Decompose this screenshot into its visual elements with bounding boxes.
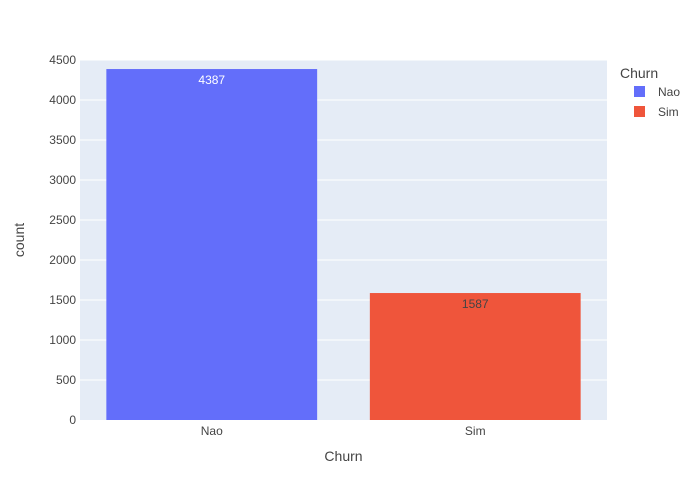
y-tick-label: 500	[56, 373, 76, 387]
y-tick-label: 3000	[49, 173, 76, 187]
data-label-sim: 1587	[462, 297, 489, 311]
y-tick-label: 3500	[49, 133, 76, 147]
y-tick-label: 0	[69, 413, 76, 427]
bar-sim[interactable]	[369, 293, 581, 420]
x-tick-label-nao: Nao	[201, 424, 223, 438]
legend-swatch-sim	[634, 106, 645, 117]
x-tick-label-sim: Sim	[465, 424, 486, 438]
legend-label-sim: Sim	[658, 105, 679, 119]
legend-swatch-nao	[634, 86, 645, 97]
legend-item-sim[interactable]: Sim	[634, 105, 679, 119]
y-tick-label: 2500	[49, 213, 76, 227]
y-tick-label: 1000	[49, 333, 76, 347]
y-tick-labels: 0 500 1000 1500 2000 2500 3000 3500 4000 4500	[49, 53, 76, 427]
x-tick-labels: Nao Sim	[201, 424, 486, 438]
y-tick-label: 2000	[49, 253, 76, 267]
y-tick-label: 4500	[49, 53, 76, 67]
legend[interactable]: Churn Nao Sim	[620, 65, 680, 119]
y-tick-label: 1500	[49, 293, 76, 307]
legend-item-nao[interactable]: Nao	[634, 85, 680, 99]
y-axis-title: count	[11, 223, 27, 257]
bar-nao[interactable]	[106, 69, 318, 420]
data-labels: 4387 1587	[198, 73, 489, 311]
x-axis-title: Churn	[324, 448, 362, 464]
bars	[106, 69, 581, 420]
y-tick-label: 4000	[49, 93, 76, 107]
legend-title: Churn	[620, 65, 658, 81]
legend-label-nao: Nao	[658, 85, 680, 99]
data-label-nao: 4387	[198, 73, 225, 87]
